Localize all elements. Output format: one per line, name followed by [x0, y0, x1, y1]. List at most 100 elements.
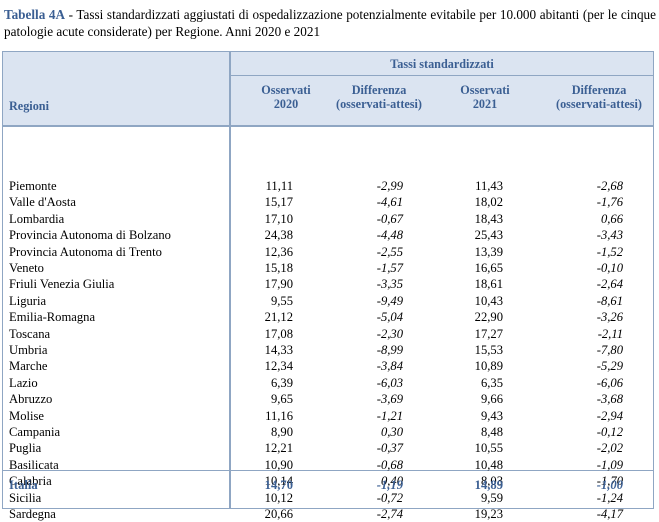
header-observed-2021-line2: 2021 — [472, 97, 498, 111]
total-difference-2020: -1,19 — [376, 478, 403, 492]
header-difference-2020: Differenza (osservati-attesi) — [323, 83, 435, 111]
cell-observed-2020: 9,65 — [270, 392, 293, 407]
header-observed-2020-line1: Osservati — [261, 83, 311, 97]
total-difference-2021: -1,00 — [596, 478, 623, 492]
cell-difference-2021: -2,68 — [596, 179, 623, 193]
cell-region: Friuli Venezia Giulia — [9, 277, 115, 292]
cell-observed-2020: 15,18 — [264, 261, 293, 275]
table-row: Lazio 6,39 -6,03 6,35 -6,06 — [3, 375, 653, 391]
cell-observed-2021: 16,65 — [474, 261, 503, 275]
cell-observed-2020: 21,12 — [264, 310, 293, 325]
cell-observed-2021: 10,48 — [474, 457, 503, 472]
column-divider — [229, 52, 231, 508]
cell-observed-2020: 12,36 — [264, 244, 293, 259]
cell-observed-2020: 17,90 — [264, 277, 293, 292]
table-row: Friuli Venezia Giulia 17,90 -3,35 18,61 -2,6… — [3, 276, 653, 292]
cell-difference-2020: -3,69 — [376, 392, 403, 407]
cell-observed-2020: 15,17 — [264, 195, 293, 210]
cell-region: Umbria — [9, 343, 48, 357]
cell-observed-2021: 8,48 — [480, 425, 503, 439]
cell-difference-2020: -0,37 — [376, 441, 403, 456]
cell-observed-2021: 10,89 — [474, 359, 503, 374]
cell-observed-2020: 14,33 — [264, 343, 293, 357]
cell-observed-2020: 11,16 — [265, 408, 293, 423]
cell-observed-2020: 9,55 — [270, 293, 293, 308]
cell-difference-2020: -3,84 — [376, 359, 403, 374]
cell-observed-2020: 12,21 — [264, 441, 293, 456]
cell-observed-2020: 17,10 — [264, 211, 293, 226]
cell-difference-2021: -1,70 — [596, 474, 623, 489]
table-label: Tabella 4A — [4, 7, 66, 22]
table-row: Campania 8,90 0,30 8,48 -0,12 — [3, 424, 653, 440]
table-row: Provincia Autonoma di Bolzano 24,38 -4,48 2… — [3, 227, 653, 243]
cell-observed-2021: 9,59 — [480, 490, 503, 505]
cell-observed-2021: 18,02 — [474, 195, 503, 210]
table-row: Provincia Autonoma di Trento 12,36 -2,55 13… — [3, 244, 653, 260]
cell-observed-2021: 9,66 — [480, 392, 503, 407]
cell-difference-2021: -7,80 — [596, 343, 623, 357]
table-row: Toscana 17,08 -2,30 17,27 -2,11 — [3, 326, 653, 342]
cell-observed-2020: 11,11 — [265, 179, 293, 193]
cell-difference-2020: -0,67 — [376, 211, 403, 226]
table-row: Veneto 15,18 -1,57 16,65 -0,10 — [3, 260, 653, 276]
cell-difference-2020: -2,55 — [376, 244, 403, 259]
header-difference-2020-line1: Differenza — [351, 83, 407, 97]
cell-observed-2020: 6,39 — [270, 375, 293, 390]
cell-difference-2020: -2,30 — [376, 326, 403, 341]
cell-region: Lombardia — [9, 211, 65, 226]
cell-region: Piemonte — [9, 179, 57, 193]
cell-observed-2021: 15,53 — [474, 343, 503, 357]
cell-difference-2020: -0,72 — [376, 490, 403, 505]
cell-difference-2021: -8,61 — [596, 293, 623, 308]
cell-difference-2020: -4,48 — [376, 228, 403, 243]
cell-difference-2021: -1,09 — [596, 457, 623, 472]
cell-observed-2021: 10,55 — [474, 441, 503, 456]
table-caption: Tabella 4A - Tassi standardizzati aggius… — [4, 6, 656, 40]
table-row: Sicilia 10,12 -0,72 9,59 -1,24 — [3, 490, 653, 506]
cell-difference-2021: -1,76 — [596, 195, 623, 210]
table-row: Lombardia 17,10 -0,67 18,43 0,66 — [3, 211, 653, 227]
cell-observed-2020: 10,90 — [264, 457, 293, 472]
table-row: Basilicata 10,90 -0,68 10,48 -1,09 — [3, 457, 653, 473]
table-row: Calabria 10,14 0,40 8,03 -1,70 — [3, 473, 653, 489]
cell-difference-2020: -4,61 — [376, 195, 403, 210]
cell-observed-2021: 18,61 — [474, 277, 503, 292]
cell-difference-2020: -2,99 — [376, 179, 403, 193]
cell-difference-2021: -5,29 — [596, 359, 623, 374]
table-row: Valle d'Aosta 15,17 -4,61 18,02 -1,76 — [3, 194, 653, 210]
header-observed-2020: Osservati 2020 — [231, 83, 341, 111]
total-row: Italia 14,70 -1,19 14,89 -1,00 — [3, 476, 653, 494]
table-row: Sardegna 20,66 -2,74 19,23 -4,17 — [3, 506, 653, 522]
cell-region: Molise — [9, 408, 44, 423]
cell-difference-2021: -3,68 — [596, 392, 623, 407]
cell-region: Provincia Autonoma di Bolzano — [9, 228, 171, 243]
cell-region: Calabria — [9, 474, 52, 489]
cell-observed-2021: 22,90 — [474, 310, 503, 325]
cell-difference-2021: -2,02 — [596, 441, 623, 456]
table-row: Emilia-Romagna 21,12 -5,04 22,90 -3,26 — [3, 309, 653, 325]
header-regions: Regioni — [9, 99, 49, 113]
cell-observed-2021: 19,23 — [474, 507, 503, 521]
cell-observed-2021: 17,27 — [474, 326, 503, 341]
cell-difference-2021: -0,10 — [596, 261, 623, 275]
cell-difference-2021: -1,52 — [596, 244, 623, 259]
cell-difference-2020: 0,30 — [380, 425, 403, 439]
table-row: Molise 11,16 -1,21 9,43 -2,94 — [3, 408, 653, 424]
cell-region: Veneto — [9, 261, 44, 275]
cell-region: Provincia Autonoma di Trento — [9, 244, 162, 259]
cell-observed-2020: 10,12 — [264, 490, 293, 505]
cell-observed-2021: 11,43 — [475, 179, 503, 193]
cell-difference-2021: -6,06 — [596, 375, 623, 390]
total-observed-2021: 14,89 — [474, 478, 503, 492]
cell-region: Emilia-Romagna — [9, 310, 96, 325]
table-row: Puglia 12,21 -0,37 10,55 -2,02 — [3, 440, 653, 456]
header-observed-2020-line2: 2020 — [273, 97, 299, 111]
cell-observed-2021: 9,43 — [480, 408, 503, 423]
cell-observed-2020: 24,38 — [264, 228, 293, 243]
cell-region: Basilicata — [9, 457, 59, 472]
table-caption-text: - Tassi standardizzati aggiustati di osp… — [4, 7, 657, 39]
cell-observed-2021: 8,03 — [480, 474, 503, 489]
cell-difference-2021: -0,12 — [596, 425, 623, 439]
cell-observed-2020: 20,66 — [264, 507, 293, 521]
cell-region: Sardegna — [9, 507, 56, 521]
